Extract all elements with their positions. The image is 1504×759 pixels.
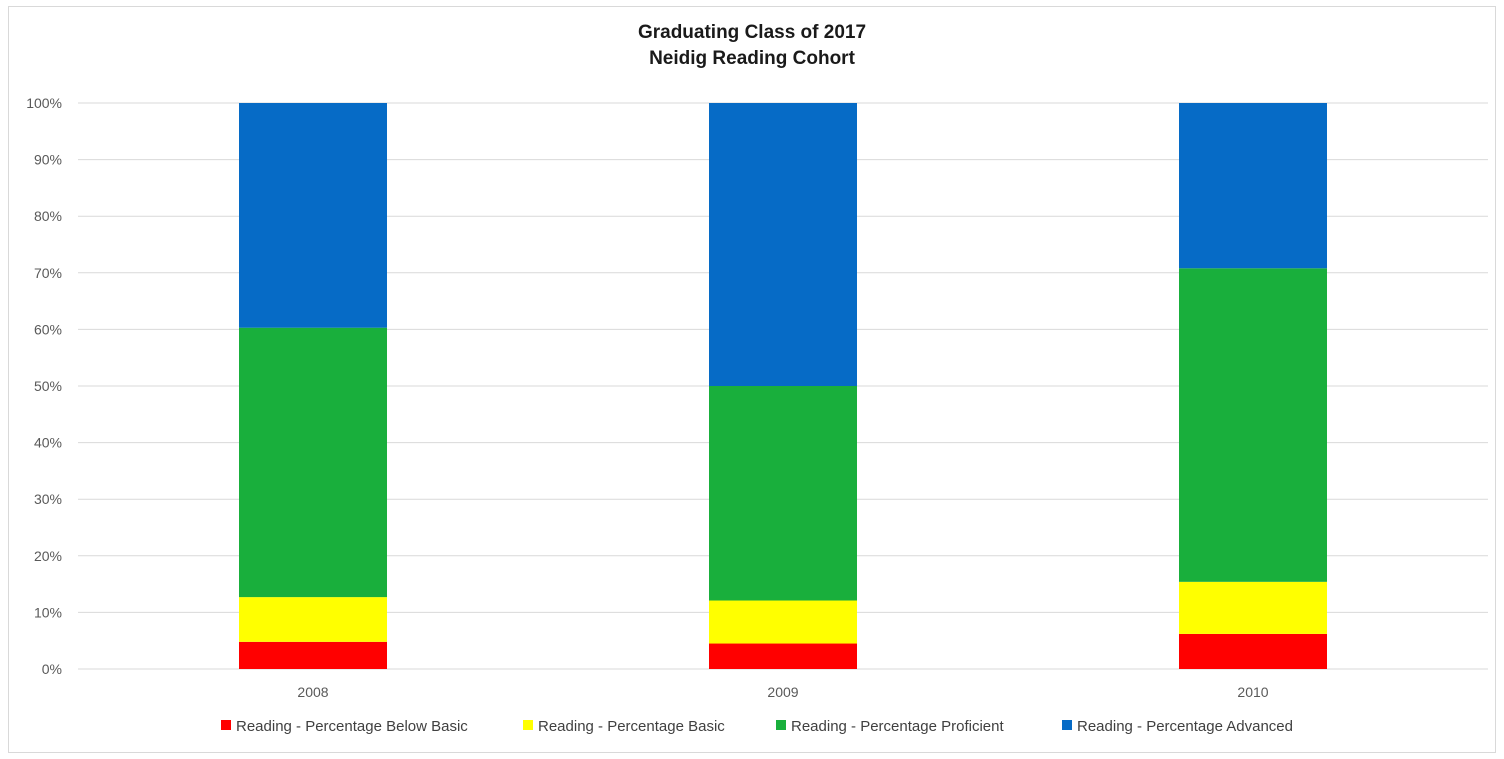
bar-segment [239,597,387,642]
bar-segment [709,643,857,669]
bar-segment [1179,581,1327,634]
bar-segment [239,641,387,669]
legend-label: Reading - Percentage Proficient [791,718,1004,735]
legend-swatch [523,720,533,730]
chart-title-block: Graduating Class of 2017 Neidig Reading … [0,20,1504,72]
legend-label: Reading - Percentage Advanced [1077,718,1293,735]
legend-swatch [776,720,786,730]
y-tick-label: 80% [34,208,62,224]
x-tick-label: 2008 [297,684,328,700]
bar-segment [1179,633,1327,669]
bar-segment [1179,268,1327,582]
legend-swatch [221,720,231,730]
y-tick-label: 60% [34,321,62,337]
y-tick-label: 10% [34,604,62,620]
y-tick-label: 100% [26,95,62,111]
bar-segment [709,386,857,601]
chart-subtitle: Neidig Reading Cohort [649,48,855,69]
y-tick-label: 40% [34,435,62,451]
legend-swatch [1062,720,1072,730]
bar-segment [239,327,387,598]
y-tick-label: 70% [34,265,62,281]
y-tick-label: 30% [34,491,62,507]
legend-label: Reading - Percentage Basic [538,718,725,735]
bar-segment [709,600,857,644]
legend-label: Reading - Percentage Below Basic [236,718,468,735]
y-tick-label: 20% [34,548,62,564]
y-tick-label: 0% [42,661,62,677]
y-tick-label: 50% [34,378,62,394]
bar-segment [1179,103,1327,269]
x-tick-label: 2009 [767,684,798,700]
bar-segment [709,103,857,386]
x-tick-label: 2010 [1237,684,1268,700]
bar-segment [239,103,387,328]
chart-title: Graduating Class of 2017 [637,22,867,43]
y-tick-label: 90% [34,152,62,168]
